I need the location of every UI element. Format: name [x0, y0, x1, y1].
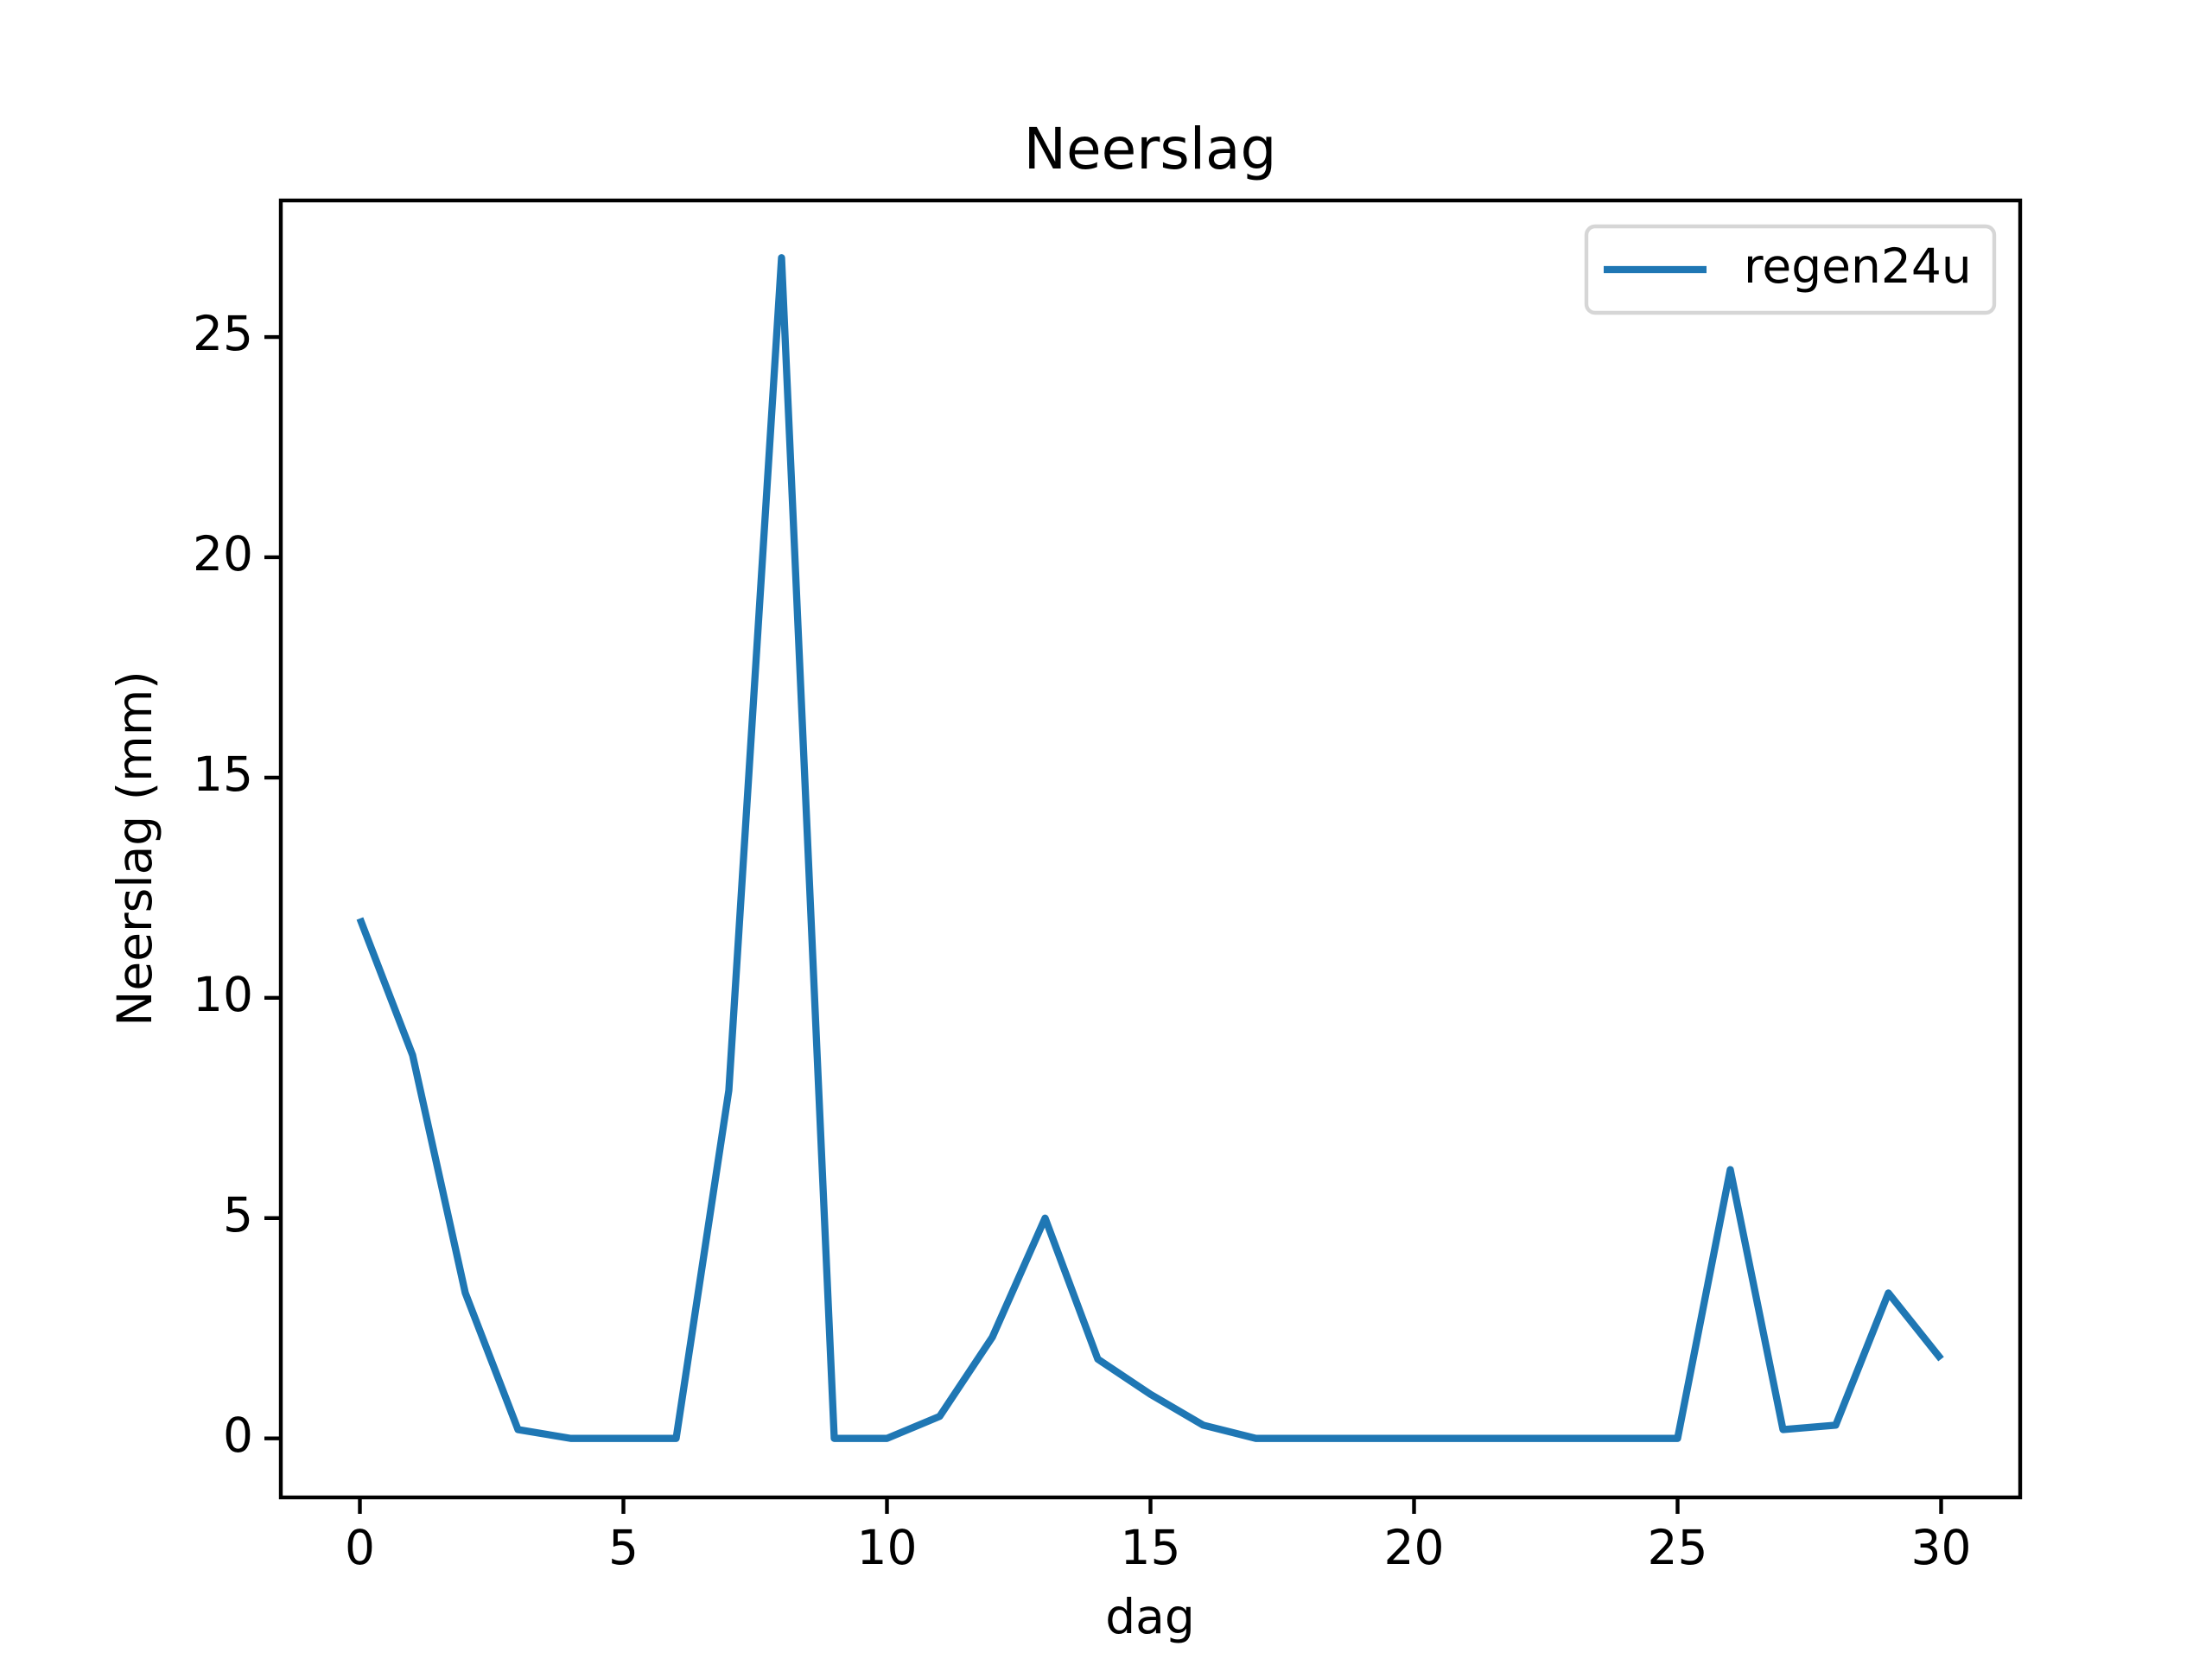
y-tick-label: 25: [193, 306, 253, 361]
x-tick-label: 30: [1911, 1520, 1972, 1575]
plot-frame: [278, 198, 2023, 1500]
y-tick-label: 15: [193, 747, 253, 802]
x-tick-label: 0: [345, 1520, 375, 1575]
x-tick-label: 5: [608, 1520, 639, 1575]
x-tick-label: 25: [1648, 1520, 1708, 1575]
data-line: [356, 254, 1944, 1442]
chart-title: Neerslag: [1024, 116, 1277, 182]
y-axis-label: Neerslag (mm): [107, 671, 162, 1027]
x-tick-label: 15: [1121, 1520, 1181, 1575]
y-tick-label: 0: [223, 1408, 253, 1463]
x-axis-label: dag: [1105, 1589, 1195, 1644]
x-tick-label: 10: [857, 1520, 918, 1575]
legend-label: regen24u: [1744, 238, 1972, 294]
x-tick-label: 20: [1384, 1520, 1445, 1575]
y-tick-label: 20: [193, 526, 253, 582]
y-tick-label: 5: [223, 1187, 253, 1243]
legend-box: [1584, 224, 1997, 315]
y-tick-label: 10: [193, 967, 253, 1022]
